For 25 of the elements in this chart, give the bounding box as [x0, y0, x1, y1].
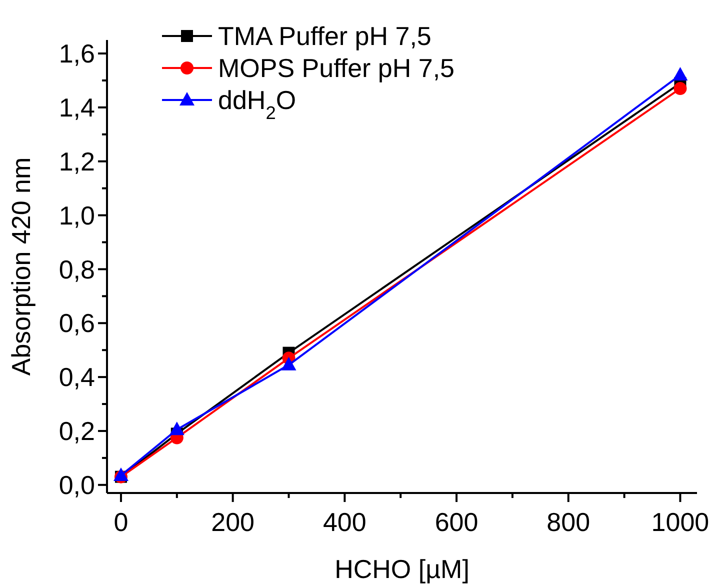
point [281, 356, 296, 370]
x-tick-label: 600 [434, 507, 478, 537]
point [672, 67, 688, 81]
y-tick-label: 0,4 [58, 362, 95, 392]
x-axis-title: HCHO [µM] [334, 554, 470, 584]
point [674, 82, 687, 96]
legend-label: MOPS Puffer pH 7,5 [218, 53, 455, 84]
y-tick-label: 0,0 [58, 470, 95, 500]
x-tick-label: 400 [322, 507, 366, 537]
y-tick-label: 0,6 [58, 308, 95, 338]
x-tick-label: 800 [546, 507, 590, 537]
y-tick-label: 1,4 [58, 92, 95, 123]
legend-label: TMA Puffer pH 7,5 [218, 21, 432, 52]
x-tick-label: 0 [114, 507, 128, 537]
y-tick-label: 0,2 [58, 416, 95, 446]
x-tick-label: 1000 [651, 507, 710, 537]
y-axis-title: Absorption 420 nm [6, 157, 36, 376]
x-tick-label: 200 [211, 507, 255, 537]
legend-label: ddH$_{2}$O [218, 85, 296, 124]
point [113, 467, 128, 481]
y-tick-label: 1,0 [58, 200, 95, 230]
point [169, 422, 184, 436]
y-tick-label: 0,8 [58, 254, 95, 284]
y-tick-label: 1,2 [58, 146, 95, 176]
y-tick-label: 1,6 [58, 38, 95, 69]
